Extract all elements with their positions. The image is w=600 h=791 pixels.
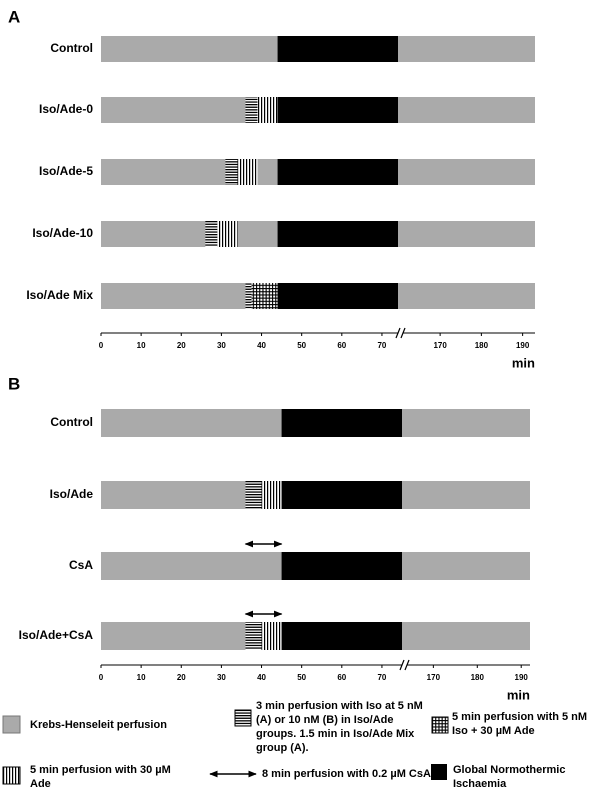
row-label: CsA	[69, 558, 93, 572]
iso-segment	[245, 481, 262, 509]
ischaemia-segment	[281, 481, 402, 509]
row-label: Iso/Ade	[50, 487, 94, 501]
ischaemia-segment	[277, 97, 398, 123]
ade-segment	[261, 481, 282, 509]
x-tick-label: 0	[99, 673, 104, 682]
legend-swatch	[431, 764, 447, 780]
ade-segment	[257, 97, 278, 123]
x-tick-label: 190	[515, 673, 529, 682]
x-tick-label: 180	[471, 673, 485, 682]
legend-text: Krebs-Henseleit perfusion	[30, 719, 167, 731]
iso-segment	[245, 97, 258, 123]
ischaemia-segment	[277, 159, 398, 185]
row-label: Iso/Ade-5	[39, 164, 93, 178]
ade-segment	[237, 159, 258, 185]
legend-swatch	[2, 766, 21, 785]
x-tick-label: 50	[297, 341, 306, 350]
x-tick-label: 30	[217, 673, 226, 682]
ischaemia-segment	[281, 552, 402, 580]
row-label: Iso/Ade+CsA	[19, 628, 94, 642]
axis-break	[395, 327, 406, 339]
legend-swatch	[2, 715, 21, 734]
legend-text: Global Normothermic Ischaemia	[453, 764, 566, 790]
iso-segment	[245, 283, 252, 309]
x-tick-label: 180	[475, 341, 489, 350]
ischaemia-segment	[281, 409, 402, 437]
legend-swatch	[234, 709, 252, 727]
x-unit: min	[507, 687, 530, 702]
x-tick-label: 70	[377, 673, 386, 682]
x-tick-label: 40	[257, 341, 266, 350]
panel-label: A	[8, 7, 20, 26]
x-tick-label: 170	[427, 673, 441, 682]
x-unit: min	[512, 355, 535, 370]
x-tick-label: 10	[137, 673, 146, 682]
x-tick-label: 190	[516, 341, 530, 350]
x-tick-label: 20	[177, 341, 186, 350]
row-label: Iso/Ade-0	[39, 102, 93, 116]
axis-break	[399, 659, 410, 671]
ade-segment	[261, 622, 282, 650]
x-tick-label: 20	[177, 673, 186, 682]
x-tick-label: 0	[99, 341, 104, 350]
legend-text: 5 min perfusion with 30 µM Ade	[30, 764, 171, 790]
iso-segment	[225, 159, 238, 185]
x-tick-label: 50	[297, 673, 306, 682]
x-tick-label: 60	[337, 673, 346, 682]
ischaemia-segment	[277, 36, 398, 62]
ischaemia-segment	[277, 283, 398, 309]
legend-swatch	[431, 716, 449, 734]
ischaemia-segment	[277, 221, 398, 247]
row-label: Control	[50, 41, 93, 55]
x-tick-label: 30	[217, 341, 226, 350]
legend-text: 8 min perfusion with 0.2 µM CsA	[262, 768, 431, 780]
x-tick-label: 40	[257, 673, 266, 682]
legend-text: 5 min perfusion with 5 nM Iso + 30 µM Ad…	[452, 711, 588, 737]
x-tick-label: 70	[377, 341, 386, 350]
iso-segment	[245, 622, 262, 650]
x-tick-label: 10	[137, 341, 146, 350]
row-label: Iso/Ade Mix	[26, 288, 93, 302]
ischaemia-segment	[281, 622, 402, 650]
x-tick-label: 170	[433, 341, 447, 350]
row-label: Control	[50, 415, 93, 429]
iso-segment	[205, 221, 218, 247]
x-tick-label: 60	[337, 341, 346, 350]
legend-text: 3 min perfusion with Iso at 5 nM (A) or …	[256, 700, 423, 754]
row-label: Iso/Ade-10	[32, 226, 93, 240]
panel-label: B	[8, 374, 20, 393]
mix-segment	[251, 283, 278, 309]
ade-segment	[217, 221, 238, 247]
